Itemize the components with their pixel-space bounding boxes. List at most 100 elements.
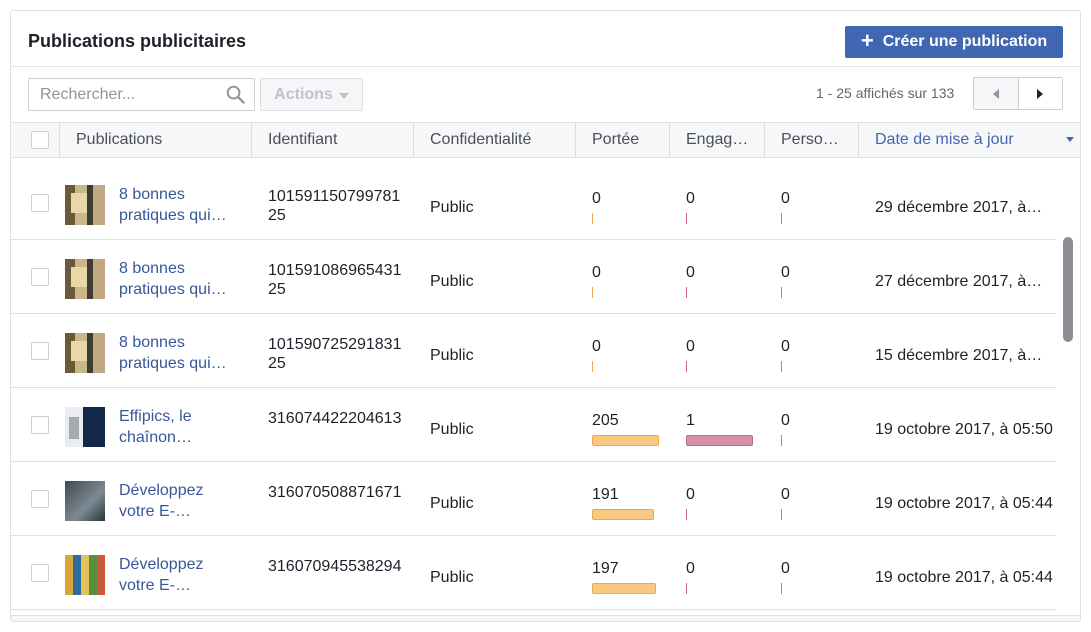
people-bar bbox=[781, 287, 782, 298]
ad-posts-panel: Publications publicitaires + Créer une p… bbox=[10, 10, 1081, 622]
sort-descending-icon[interactable] bbox=[1066, 137, 1074, 142]
row-checkbox[interactable] bbox=[31, 342, 49, 360]
post-id: 10159072529183125 bbox=[268, 336, 402, 372]
people-value: 0 bbox=[781, 264, 790, 281]
column-date[interactable]: Date de mise à jour bbox=[875, 131, 1014, 148]
post-title-link[interactable]: 8 bonnes pratiques qui… bbox=[119, 186, 227, 224]
row-checkbox[interactable] bbox=[31, 268, 49, 286]
people-bar bbox=[781, 435, 782, 446]
privacy-value: Public bbox=[430, 199, 474, 216]
reach-bar bbox=[592, 583, 656, 594]
post-id: 10159108696543125 bbox=[268, 262, 402, 298]
previous-page-button[interactable] bbox=[974, 78, 1018, 109]
engagement-value: 0 bbox=[686, 264, 695, 281]
updated-date: 27 décembre 2017, à… bbox=[875, 273, 1043, 290]
people-value: 0 bbox=[781, 412, 790, 429]
search-input[interactable] bbox=[29, 79, 219, 110]
privacy-value: Public bbox=[430, 421, 474, 438]
column-portee[interactable]: Portée bbox=[576, 123, 670, 157]
post-title-link[interactable]: 8 bonnes pratiques qui… bbox=[119, 334, 227, 372]
post-thumbnail[interactable] bbox=[65, 185, 105, 225]
row-checkbox[interactable] bbox=[31, 490, 49, 508]
toolbar: Actions 1 - 25 affichés sur 133 bbox=[11, 67, 1080, 122]
column-engagement[interactable]: Engag… bbox=[670, 123, 765, 157]
reach-bar bbox=[592, 287, 593, 298]
updated-date: 29 décembre 2017, à… bbox=[875, 199, 1043, 216]
row-checkbox[interactable] bbox=[31, 194, 49, 212]
create-publication-button[interactable]: + Créer une publication bbox=[845, 26, 1063, 58]
post-title-link[interactable]: 8 bonnes pratiques qui… bbox=[119, 260, 227, 298]
engagement-value: 1 bbox=[686, 412, 695, 429]
people-value: 0 bbox=[781, 486, 790, 503]
post-title-link[interactable]: Développez votre E-… bbox=[119, 482, 204, 520]
table-header: Publications Identifiant Confidentialité… bbox=[11, 122, 1080, 158]
search-icon[interactable] bbox=[226, 85, 245, 104]
create-publication-label: Créer une publication bbox=[882, 33, 1048, 50]
post-thumbnail[interactable] bbox=[65, 407, 105, 447]
engagement-value: 0 bbox=[686, 338, 695, 355]
table-row[interactable]: Développez votre E-… 316070508871671 Publi… bbox=[11, 462, 1056, 536]
reach-value: 0 bbox=[592, 338, 601, 355]
search-box bbox=[28, 78, 255, 111]
reach-value: 0 bbox=[592, 190, 601, 207]
privacy-value: Public bbox=[430, 273, 474, 290]
table-body: 8 bonnes pratiques qui… 10159115079978125… bbox=[11, 162, 1056, 621]
panel-header: Publications publicitaires + Créer une p… bbox=[11, 11, 1080, 67]
reach-bar bbox=[592, 435, 659, 446]
select-all-cell bbox=[11, 123, 60, 157]
table-row[interactable]: 8 bonnes pratiques qui… 10159072529183125… bbox=[11, 314, 1056, 388]
engagement-bar bbox=[686, 287, 687, 298]
actions-dropdown[interactable]: Actions bbox=[260, 78, 363, 111]
privacy-value: Public bbox=[430, 495, 474, 512]
engagement-value: 0 bbox=[686, 486, 695, 503]
scrollbar-thumb[interactable] bbox=[1063, 237, 1073, 342]
privacy-value: Public bbox=[430, 347, 474, 364]
reach-value: 197 bbox=[592, 560, 619, 577]
people-bar bbox=[781, 583, 782, 594]
column-publications[interactable]: Publications bbox=[60, 123, 252, 157]
table-row[interactable]: Effipics, le chaînon… 316074422204613 Publ… bbox=[11, 388, 1056, 462]
chevron-left-icon bbox=[992, 88, 999, 99]
caret-down-icon bbox=[338, 92, 349, 99]
reach-bar bbox=[592, 509, 654, 520]
engagement-bar bbox=[686, 509, 687, 520]
post-thumbnail[interactable] bbox=[65, 555, 105, 595]
engagement-bar bbox=[686, 213, 687, 224]
reach-bar bbox=[592, 213, 593, 224]
privacy-value: Public bbox=[430, 569, 474, 586]
column-confidentialite[interactable]: Confidentialité bbox=[414, 123, 576, 157]
post-title-link[interactable]: Effipics, le chaînon… bbox=[119, 408, 192, 446]
post-thumbnail[interactable] bbox=[65, 333, 105, 373]
column-identifiant[interactable]: Identifiant bbox=[252, 123, 414, 157]
engagement-value: 0 bbox=[686, 560, 695, 577]
people-bar bbox=[781, 213, 782, 224]
plus-icon: + bbox=[860, 28, 874, 53]
table-row[interactable]: 8 bonnes pratiques qui… 10159108696543125… bbox=[11, 240, 1056, 314]
table-row[interactable]: Développez votre E-… 316070945538294 Publi… bbox=[11, 536, 1056, 610]
table-row[interactable]: 8 bonnes pratiques qui… 10159115079978125… bbox=[11, 166, 1056, 240]
post-title-link[interactable]: Développez votre E-… bbox=[119, 556, 204, 594]
chevron-right-icon bbox=[1037, 88, 1044, 99]
post-id: 10159115079978125 bbox=[268, 188, 401, 224]
reach-value: 191 bbox=[592, 486, 619, 503]
scrollbar-track[interactable] bbox=[1061, 162, 1077, 621]
column-personnes[interactable]: Perso… bbox=[765, 123, 859, 157]
select-all-checkbox[interactable] bbox=[31, 131, 49, 149]
engagement-value: 0 bbox=[686, 190, 695, 207]
horizontal-scroll-area bbox=[11, 615, 1080, 621]
people-bar bbox=[781, 509, 782, 520]
post-id: 316070508871671 bbox=[268, 484, 402, 501]
pagination-controls bbox=[973, 77, 1063, 110]
post-id: 316074422204613 bbox=[268, 410, 402, 427]
pagination-count: 1 - 25 affichés sur 133 bbox=[816, 85, 955, 101]
row-checkbox[interactable] bbox=[31, 564, 49, 582]
actions-label: Actions bbox=[274, 85, 333, 103]
next-page-button[interactable] bbox=[1017, 78, 1062, 109]
updated-date: 19 octobre 2017, à 05:50 bbox=[875, 421, 1053, 438]
people-value: 0 bbox=[781, 560, 790, 577]
post-thumbnail[interactable] bbox=[65, 259, 105, 299]
people-value: 0 bbox=[781, 338, 790, 355]
post-thumbnail[interactable] bbox=[65, 481, 105, 521]
engagement-bar bbox=[686, 583, 687, 594]
row-checkbox[interactable] bbox=[31, 416, 49, 434]
